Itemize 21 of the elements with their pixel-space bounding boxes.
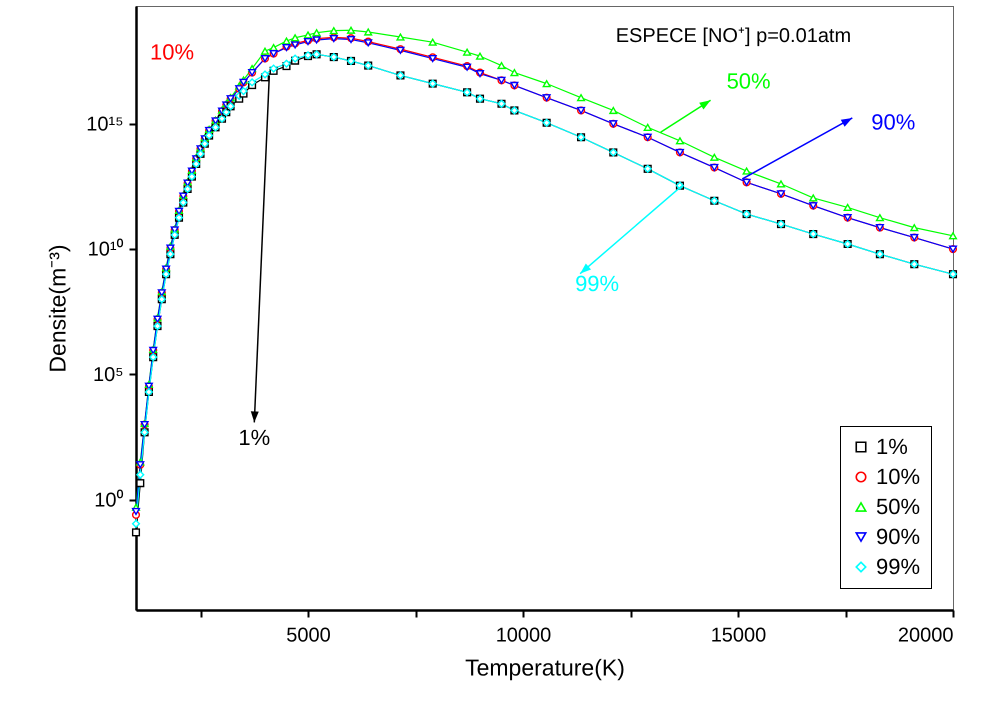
text: ESPECE [NO⁺] p=0.01atm (616, 25, 852, 47)
y-tick-label: 10¹⁰ (88, 238, 124, 261)
legend-label: 10% (876, 464, 920, 489)
x-tick-label: 5000 (286, 624, 331, 646)
annotation: 50% (726, 68, 771, 94)
y-tick-label: 10¹⁵ (86, 113, 124, 136)
x-axis-title: Temperature(K) (465, 654, 625, 680)
legend-label: 90% (876, 524, 920, 549)
annotation: 90% (871, 109, 916, 134)
x-tick-label: 15000 (710, 624, 766, 646)
y-axis-title: Densite(m⁻³) (44, 244, 70, 373)
y-tick-label: 10⁵ (92, 364, 124, 386)
legend-label: 50% (876, 494, 920, 519)
x-tick-label: 20000 (898, 624, 954, 646)
annotation: 99% (575, 271, 620, 296)
legend-label: 1% (876, 434, 908, 459)
annotation: 1% (238, 424, 270, 450)
legend-label: 99% (876, 554, 920, 579)
y-tick-label: 10⁰ (94, 488, 124, 512)
x-tick-label: 10000 (496, 624, 552, 646)
annotation: 10% (150, 40, 194, 64)
